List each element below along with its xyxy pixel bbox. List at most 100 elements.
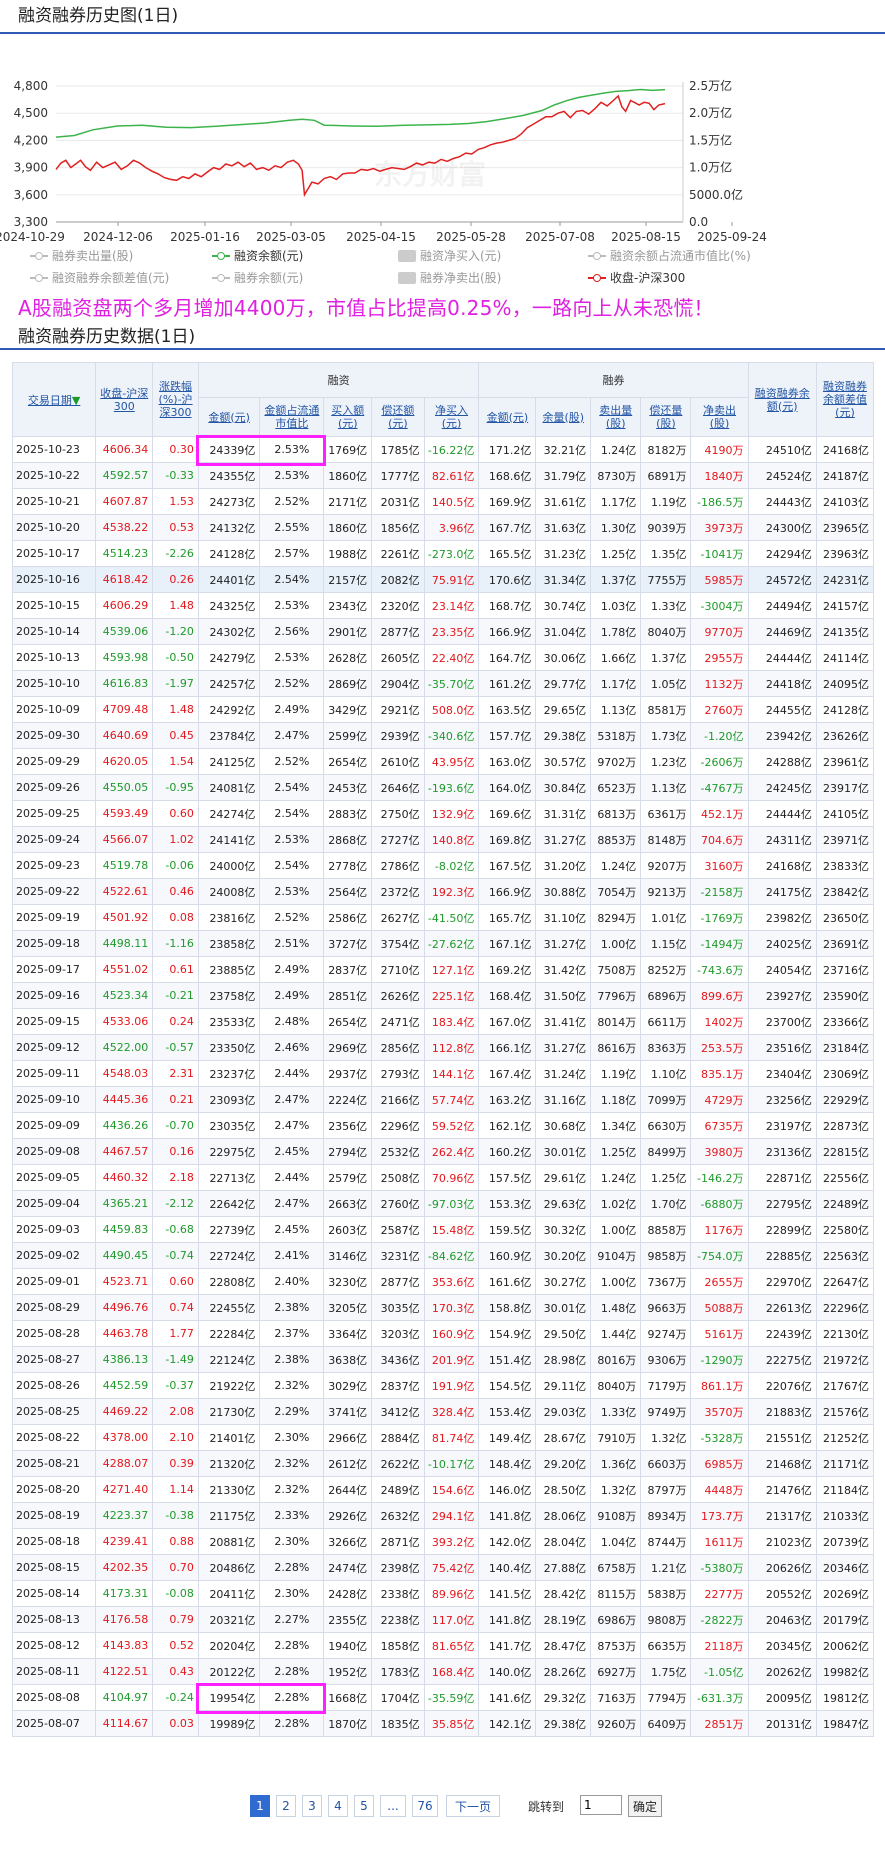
x-tick-label: 2025-03-05	[256, 230, 326, 244]
table-cell: 21922亿	[197, 1372, 261, 1399]
table-row: 2025-09-19 4501.92 0.08 23816亿 2.52% 2586亿 262…	[11, 904, 875, 931]
table-cell: 2939亿	[371, 722, 425, 749]
x-tick-label: 2025-04-15	[346, 230, 416, 244]
table-cell: 262.4亿	[423, 1138, 480, 1165]
table-row: 2025-09-12 4522.00 -0.57 23350亿 2.46% 2969亿 28…	[11, 1034, 875, 1061]
go-button[interactable]: 确定	[628, 1795, 662, 1817]
col-close[interactable]: 收盘-沪深300	[95, 362, 154, 437]
col-rq-net[interactable]: 净卖出(股)	[690, 397, 749, 437]
legend-item[interactable]: 融券余额(元)	[212, 269, 303, 286]
table-cell: 43.95亿	[423, 748, 480, 775]
table-cell: -27.62亿	[423, 930, 480, 957]
col-rz-repay[interactable]: 偿还额(元)	[371, 397, 425, 437]
legend-item[interactable]: 融资融券余额差值(元)	[30, 269, 169, 286]
table-cell: -743.6万	[690, 956, 749, 983]
col-rz-bal[interactable]: 金额(元)	[197, 397, 261, 437]
table-cell: 24288亿	[747, 748, 817, 775]
table-cell: 1.02	[152, 826, 199, 853]
table-cell: 1.70亿	[640, 1190, 692, 1217]
table-cell: 20739亿	[815, 1528, 875, 1555]
table-cell: 3973万	[690, 514, 749, 541]
legend-label: 融券余额(元)	[234, 271, 304, 285]
page-button[interactable]: 1	[250, 1795, 270, 1817]
y-right-tick-label: 2.0万亿	[689, 105, 732, 120]
table-cell: 21171亿	[815, 1450, 875, 1477]
table-title: 融资融券历史数据(1日)	[18, 327, 196, 347]
table-cell: -0.33	[152, 462, 199, 489]
legend-line-icon	[212, 273, 230, 283]
table-cell: 162.1亿	[478, 1112, 537, 1139]
table-cell: 28.67亿	[535, 1424, 592, 1451]
table-cell: -0.21	[152, 982, 199, 1009]
table-cell: 2025-08-25	[11, 1398, 97, 1425]
table-cell: -1.20	[152, 618, 199, 645]
table-cell: 9260万	[590, 1710, 642, 1737]
table-cell: 2.54%	[259, 774, 325, 801]
legend-item[interactable]: 收盘-沪深300	[588, 269, 685, 286]
table-row: 2025-09-11 4548.03 2.31 23237亿 2.44% 2937亿 279…	[11, 1060, 875, 1087]
table-cell: 160.2亿	[478, 1138, 537, 1165]
page-button[interactable]: 76	[412, 1795, 438, 1817]
table-cell: 0.74	[152, 1294, 199, 1321]
table-cell: 23237亿	[197, 1060, 261, 1087]
table-cell: 21883亿	[747, 1398, 817, 1425]
col-rq-repay[interactable]: 偿还量(股)	[640, 397, 692, 437]
table-cell: 24279亿	[197, 644, 261, 671]
legend-item[interactable]: 融资余额占流通市值比(%)	[588, 247, 751, 264]
table-row: 2025-09-22 4522.61 0.46 24008亿 2.53% 2564亿 237…	[11, 878, 875, 905]
table-cell: 9808万	[640, 1606, 692, 1633]
col-rq-bal[interactable]: 金额(元)	[478, 397, 537, 437]
table-cell: 23842亿	[815, 878, 875, 905]
table-cell: 75.42亿	[423, 1554, 480, 1581]
legend-item[interactable]: 融资余额(元)	[212, 247, 303, 264]
col-rz-buy[interactable]: 买入额(元)	[323, 397, 373, 437]
table-cell: 1860亿	[323, 514, 373, 541]
table-cell: 2398亿	[371, 1554, 425, 1581]
page-ellipsis: ...	[380, 1795, 406, 1817]
col-rz-net[interactable]: 净买入(元)	[423, 397, 480, 437]
table-cell: 4606.34	[95, 436, 154, 463]
table-cell: 2224亿	[323, 1086, 373, 1113]
table-row: 2025-09-18 4498.11 -1.16 23858亿 2.51% 3727亿 37…	[11, 930, 875, 957]
page-button[interactable]: 4	[328, 1795, 348, 1817]
table-cell: 2.38%	[259, 1346, 325, 1373]
table-cell: 23197亿	[747, 1112, 817, 1139]
col-rq-vol[interactable]: 余量(股)	[535, 397, 592, 437]
table-cell: 1783亿	[371, 1658, 425, 1685]
table-cell: 1.00亿	[590, 930, 642, 957]
legend-item[interactable]: 融券卖出量(股)	[30, 247, 133, 264]
legend-item[interactable]: 融券净卖出(股)	[398, 269, 501, 286]
table-cell: -0.24	[152, 1684, 199, 1711]
table-cell: 1.48亿	[590, 1294, 642, 1321]
table-cell: 21330亿	[197, 1476, 261, 1503]
table-cell: 2171亿	[323, 488, 373, 515]
table-cell: 4548.03	[95, 1060, 154, 1087]
table-cell: 1769亿	[323, 436, 373, 463]
table-cell: 4288.07	[95, 1450, 154, 1477]
table-cell: 21317亿	[747, 1502, 817, 1529]
table-cell: 4523.34	[95, 982, 154, 1009]
col-rz-ratio[interactable]: 金额占流通市值比	[259, 397, 325, 437]
col-date[interactable]: 交易日期▼	[11, 362, 97, 437]
page-button[interactable]: 3	[302, 1795, 322, 1817]
table-cell: 31.79亿	[535, 462, 592, 489]
page-button[interactable]: 2	[276, 1795, 296, 1817]
table-cell: 20095亿	[747, 1684, 817, 1711]
table-cell: 2.47%	[259, 1190, 325, 1217]
col-total[interactable]: 融资融券余额(元)	[747, 362, 817, 437]
col-diff[interactable]: 融资融券余额差值(元)	[815, 362, 875, 437]
table-cell: 2474亿	[323, 1554, 373, 1581]
page-jump-input[interactable]	[580, 1795, 622, 1815]
col-rq-sell[interactable]: 卖出量(股)	[590, 397, 642, 437]
table-cell: 2.44%	[259, 1164, 325, 1191]
table-cell: 9306万	[640, 1346, 692, 1373]
page-button[interactable]: 5	[354, 1795, 374, 1817]
table-cell: 1176万	[690, 1216, 749, 1243]
legend-item[interactable]: 融资净买入(元)	[398, 247, 501, 264]
table-cell: 2877亿	[371, 1268, 425, 1295]
table-cell: 23816亿	[197, 904, 261, 931]
col-chg[interactable]: 涨跌幅(%)-沪深300	[152, 362, 199, 437]
table-cell: 2025-09-18	[11, 930, 97, 957]
next-page-button[interactable]: 下一页	[446, 1795, 500, 1817]
table-cell: 1.75亿	[640, 1658, 692, 1685]
